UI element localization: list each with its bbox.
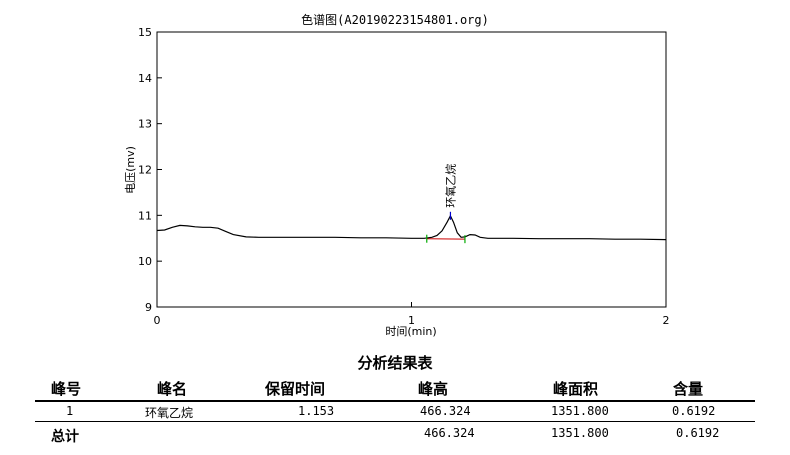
- total-content: 0.6192: [676, 426, 720, 440]
- x-tick-label: 1: [408, 314, 415, 327]
- table-bottom-rule: [35, 421, 755, 422]
- x-tick-label: 0: [154, 314, 161, 327]
- cell-retention-time: 1.153: [298, 404, 335, 418]
- cell-peak-number: 1: [66, 404, 74, 418]
- y-tick-label: 14: [138, 72, 152, 85]
- y-tick-label: 11: [138, 209, 152, 222]
- y-tick-label: 10: [138, 255, 152, 268]
- plot-frame: [156, 31, 667, 308]
- x-axis-label: 时间(min): [385, 325, 436, 338]
- chromatogram-trace: [156, 214, 667, 241]
- peak-label: 环氧乙烷: [443, 164, 457, 208]
- header-content: 含量: [673, 380, 704, 398]
- y-tick-label: 15: [138, 26, 152, 39]
- x-tick-label: 2: [663, 314, 670, 327]
- y-axis-label: 电压(mv): [124, 146, 137, 194]
- total-peak-height: 466.324: [424, 426, 475, 440]
- header-peak-number: 峰号: [51, 380, 82, 398]
- header-peak-height: 峰高: [418, 380, 449, 398]
- cell-peak-name: 环氧乙烷: [145, 406, 194, 420]
- results-table-title: 分析结果表: [357, 354, 433, 372]
- header-retention-time: 保留时间: [265, 380, 326, 398]
- header-peak-name: 峰名: [157, 380, 188, 398]
- table-top-rule: [35, 400, 755, 402]
- total-peak-area: 1351.800: [551, 426, 609, 440]
- y-tick-label: 9: [145, 301, 152, 314]
- y-tick-label: 12: [138, 164, 152, 177]
- cell-peak-area: 1351.800: [551, 404, 609, 418]
- cell-content: 0.6192: [672, 404, 716, 418]
- total-label: 总计: [51, 429, 79, 445]
- cell-peak-height: 466.324: [420, 404, 471, 418]
- chart-title: 色谱图(A20190223154801.org): [301, 13, 489, 27]
- y-tick-label: 13: [138, 118, 152, 131]
- header-peak-area: 峰面积: [553, 380, 599, 398]
